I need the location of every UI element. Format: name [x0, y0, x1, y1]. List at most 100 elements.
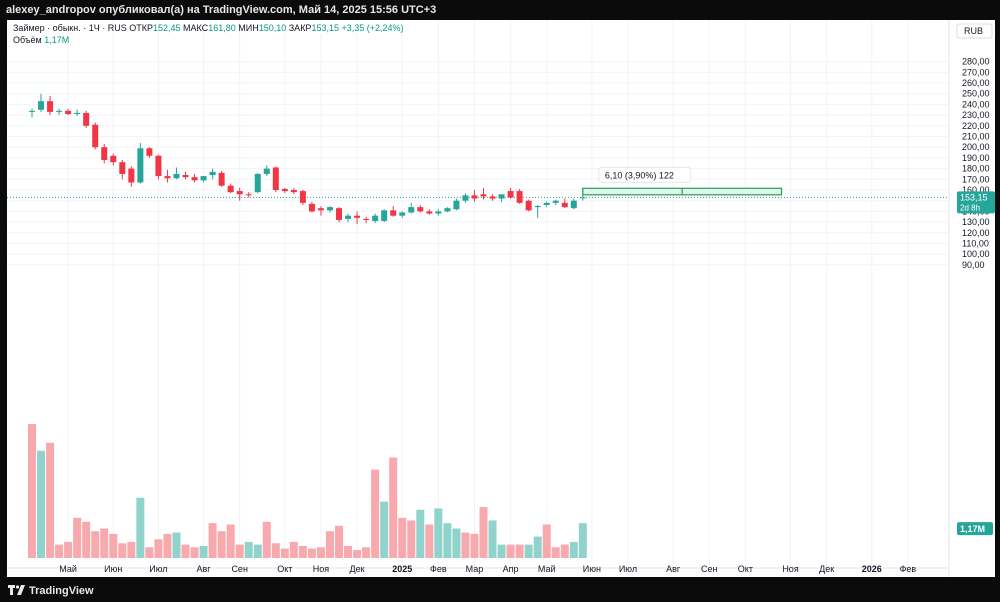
candle-body[interactable] [462, 195, 469, 201]
y-tick-label: 160,00 [962, 185, 990, 195]
candle-body[interactable] [561, 202, 568, 208]
candle-body[interactable] [408, 207, 415, 213]
candle-body[interactable] [435, 211, 442, 214]
candle-body[interactable] [579, 197, 586, 199]
tradingview-logo[interactable]: TradingView [8, 585, 94, 597]
volume-bar [461, 532, 470, 558]
candle-body[interactable] [209, 171, 216, 176]
candle-body[interactable] [516, 191, 523, 203]
candle-body[interactable] [543, 202, 550, 205]
ohlc-row: Займер · обыкн. · 1Ч · RUS ОТКР152,45 МА… [13, 23, 404, 34]
volume-bar [163, 533, 172, 558]
last-price-countdown: 2d 8h [960, 203, 980, 212]
candle-body[interactable] [552, 200, 559, 203]
candle-body[interactable] [281, 188, 288, 192]
candle-body[interactable] [101, 147, 108, 161]
candle-body[interactable] [74, 112, 81, 115]
candle-body[interactable] [326, 207, 333, 211]
candle-body[interactable] [83, 112, 90, 126]
volume-bar [335, 525, 344, 558]
chart-area[interactable]: 6,10 (3,90%) 122 RUB 280,00 270,00 260,00 250… [7, 20, 995, 577]
y-tick-label: 230,00 [962, 110, 990, 120]
x-tick-label: Дек [819, 564, 834, 574]
candle-body[interactable] [363, 218, 370, 220]
candle-body[interactable] [173, 173, 180, 179]
volume-bar [479, 507, 488, 558]
volume-bar [64, 541, 73, 558]
x-tick-label: Июн [583, 564, 601, 574]
candle-body[interactable] [92, 124, 99, 148]
candle-body[interactable] [218, 172, 225, 186]
volume-label[interactable]: Объём [13, 35, 42, 45]
volume-bar [37, 450, 46, 558]
x-tick-label: Авг [666, 564, 681, 574]
volume-bar [497, 544, 506, 558]
candle-body[interactable] [182, 175, 189, 178]
last-price-value: 153,15 [960, 192, 988, 202]
candle-body[interactable] [164, 176, 171, 179]
open-label: ОТКР [129, 23, 153, 33]
candle-body[interactable] [200, 176, 207, 181]
candle-body[interactable] [236, 191, 243, 195]
candle-body[interactable] [128, 168, 135, 183]
x-tick-label: Сен [701, 564, 718, 574]
candle-body[interactable] [299, 191, 306, 203]
y-tick-label: 200,00 [962, 142, 990, 152]
candle-body[interactable] [372, 215, 379, 222]
candle-body[interactable] [390, 210, 397, 216]
candle-body[interactable] [317, 208, 324, 211]
candle-body[interactable] [507, 191, 514, 198]
candle-body[interactable] [38, 101, 45, 110]
candle-body[interactable] [480, 194, 487, 197]
volume-bar [118, 543, 127, 558]
candle-body[interactable] [498, 194, 505, 199]
candle-body[interactable] [489, 196, 496, 199]
candle-body[interactable] [444, 208, 451, 212]
volume-bar [271, 543, 280, 558]
candle-body[interactable] [471, 195, 478, 199]
candle-body[interactable] [381, 210, 388, 222]
candle-body[interactable] [245, 194, 252, 196]
candle-body[interactable] [191, 177, 198, 181]
candle-body[interactable] [47, 101, 54, 112]
candle-body[interactable] [263, 168, 270, 174]
high-label: МАКС [183, 23, 209, 33]
candle-body[interactable] [336, 208, 343, 220]
candle-body[interactable] [570, 200, 577, 209]
y-tick-label: 280,00 [962, 57, 990, 67]
candle-body[interactable] [227, 185, 234, 193]
candle-body[interactable] [417, 207, 424, 212]
volume-bar [407, 520, 416, 558]
candle-body[interactable] [426, 211, 433, 214]
volume-bar [217, 531, 226, 558]
volume-last-tag [957, 522, 993, 536]
candle-body[interactable] [56, 110, 63, 112]
candlestick-chart[interactable]: 6,10 (3,90%) 122 RUB 280,00270,00260,00250… [7, 20, 995, 577]
currency-button[interactable] [956, 23, 993, 39]
candle-body[interactable] [290, 190, 297, 193]
candle-body[interactable] [155, 155, 162, 177]
candle-body[interactable] [110, 155, 117, 163]
candle-body[interactable] [345, 215, 352, 219]
candle-body[interactable] [119, 162, 126, 174]
candle-body[interactable] [399, 212, 406, 216]
volume-bar [434, 508, 443, 558]
volume-bar [551, 547, 560, 558]
candle-body[interactable] [354, 215, 361, 218]
candle-body[interactable] [254, 173, 261, 193]
close-value: 153,15 [311, 23, 339, 33]
candle-body[interactable] [65, 110, 72, 115]
volume-bar [181, 544, 190, 558]
candle-body[interactable] [308, 203, 315, 212]
candle-body[interactable] [29, 110, 35, 112]
candle-body[interactable] [453, 200, 460, 210]
volume-bar [416, 509, 425, 558]
volume-bar [560, 544, 569, 558]
candle-body[interactable] [146, 148, 153, 156]
candle-body[interactable] [137, 148, 144, 183]
volume-bar [524, 544, 533, 558]
candle-body[interactable] [272, 167, 279, 190]
candle-body[interactable] [525, 200, 532, 211]
symbol-name[interactable]: Займер · обыкн. · 1Ч · RUS [13, 23, 127, 33]
candle-body[interactable] [534, 206, 541, 208]
